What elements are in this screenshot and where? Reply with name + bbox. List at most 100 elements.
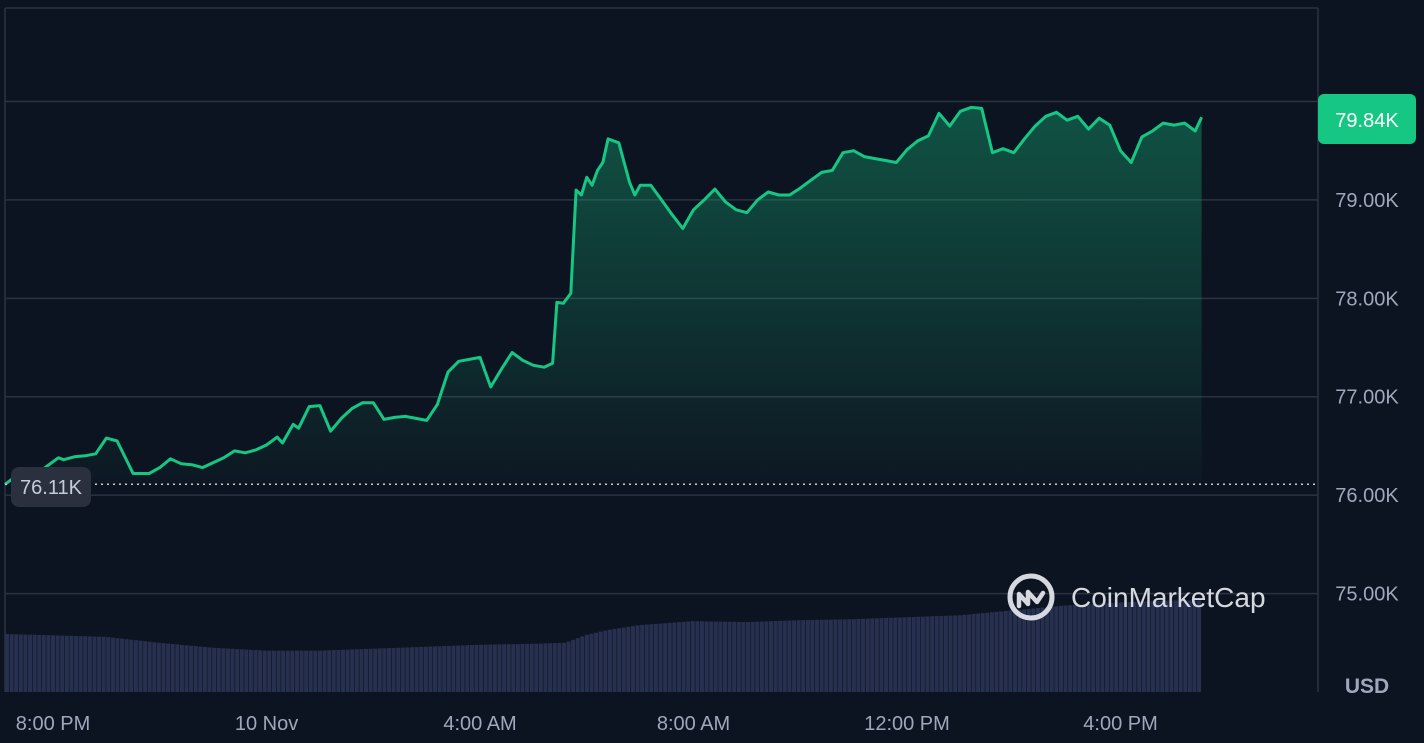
volume-bar xyxy=(713,621,718,692)
volume-bar xyxy=(340,649,345,692)
price-line[interactable] xyxy=(4,105,1203,486)
volume-bar xyxy=(709,621,714,692)
volume-bar xyxy=(23,634,28,692)
volume-bar xyxy=(83,636,88,692)
volume-bar xyxy=(363,648,368,692)
volume-bar xyxy=(750,621,755,692)
volume-bar xyxy=(55,635,60,692)
volume-bar xyxy=(810,619,815,692)
volume-bar xyxy=(865,618,870,692)
volume-bar xyxy=(847,619,852,692)
volume-bar xyxy=(74,636,79,692)
volume-bar xyxy=(552,643,557,692)
volume-bar xyxy=(603,630,608,692)
volume-bar xyxy=(276,650,281,692)
x-tick-label: 8:00 AM xyxy=(657,713,730,735)
volume-bar xyxy=(60,635,65,692)
y-tick-label: 75.00K xyxy=(1335,584,1399,606)
x-tick-label: 12:00 PM xyxy=(864,713,950,735)
volume-bar xyxy=(626,626,631,692)
volume-bar xyxy=(239,649,244,692)
volume-bar xyxy=(308,650,313,692)
volume-bar xyxy=(1068,605,1073,692)
volume-bar xyxy=(1160,600,1165,692)
volume-bar xyxy=(695,621,700,692)
volume-bar xyxy=(64,635,69,692)
volume-bar xyxy=(41,635,46,692)
volume-bar xyxy=(37,634,42,692)
volume-bar xyxy=(534,643,539,692)
volume-bar xyxy=(580,636,585,692)
volume-bar xyxy=(221,648,226,692)
volume-bar xyxy=(483,644,488,692)
volume-bar xyxy=(51,635,56,692)
volume-bar xyxy=(1045,607,1050,692)
volume-bar xyxy=(313,650,318,692)
volume-bar xyxy=(184,645,189,692)
volume-bar xyxy=(773,621,778,692)
volume-bar xyxy=(161,643,166,692)
volume-bar xyxy=(14,634,19,692)
volume-bar xyxy=(294,650,299,692)
volume-bar xyxy=(1164,600,1169,692)
volume-bar xyxy=(815,619,820,692)
volume-bar xyxy=(856,618,861,692)
volume-bar xyxy=(9,634,14,692)
volume-bar xyxy=(129,639,134,692)
volume-bar xyxy=(198,646,203,692)
volume-bar xyxy=(1058,605,1063,692)
volume-bar xyxy=(699,621,704,692)
volume-bar xyxy=(520,643,525,692)
volume-bar xyxy=(267,650,272,692)
volume-bar xyxy=(561,642,566,692)
volume-bar xyxy=(1141,601,1146,692)
volume-bar xyxy=(828,619,833,692)
volume-bar xyxy=(888,617,893,692)
volume-bar xyxy=(874,618,879,692)
volume-bar xyxy=(884,617,889,692)
y-axis-ticks: 75.00K 76.00K 77.00K 78.00K 79.00K xyxy=(1335,190,1399,606)
volume-bar xyxy=(736,621,741,692)
volume-bar xyxy=(607,629,612,692)
volume-bar xyxy=(953,615,958,692)
volume-bar xyxy=(359,649,364,692)
volume-bar xyxy=(101,636,106,692)
volume-bar xyxy=(805,620,810,692)
volume-bar xyxy=(488,644,493,692)
volume-bar xyxy=(350,649,355,692)
volume-bar xyxy=(902,617,907,692)
volume-bar xyxy=(492,644,497,692)
volume-bar xyxy=(1137,601,1142,692)
open-price-label: 76.11K xyxy=(11,467,91,507)
volume-bar xyxy=(235,649,240,692)
volume-bar xyxy=(1155,601,1160,692)
volume-bar xyxy=(893,617,898,692)
volume-bar xyxy=(1187,600,1192,692)
volume-bar xyxy=(1197,600,1202,692)
volume-bar xyxy=(377,648,382,692)
volume-bar xyxy=(1008,610,1013,692)
volume-bar xyxy=(566,641,571,692)
volume-bar xyxy=(179,644,184,692)
volume-bar xyxy=(621,627,626,692)
volume-bar xyxy=(405,647,410,692)
volume-bar xyxy=(202,646,207,692)
volume-bar xyxy=(281,650,286,692)
volume-bar xyxy=(423,646,428,692)
volume-bar xyxy=(851,619,856,692)
volume-bar xyxy=(598,631,603,692)
volume-bar xyxy=(110,637,115,692)
volume-bar xyxy=(78,636,83,692)
volume-bar xyxy=(5,634,10,692)
volume-bar xyxy=(175,644,180,692)
volume-bar xyxy=(957,615,962,692)
volume-bar xyxy=(755,621,760,692)
volume-bar xyxy=(1146,601,1151,692)
x-tick-label: 4:00 PM xyxy=(1083,713,1157,735)
volume-bar xyxy=(667,622,672,692)
volume-bar xyxy=(433,646,438,692)
open-price-label-text: 76.11K xyxy=(20,477,83,499)
current-price-badge-bg xyxy=(1318,94,1416,144)
volume-bar xyxy=(792,620,797,692)
